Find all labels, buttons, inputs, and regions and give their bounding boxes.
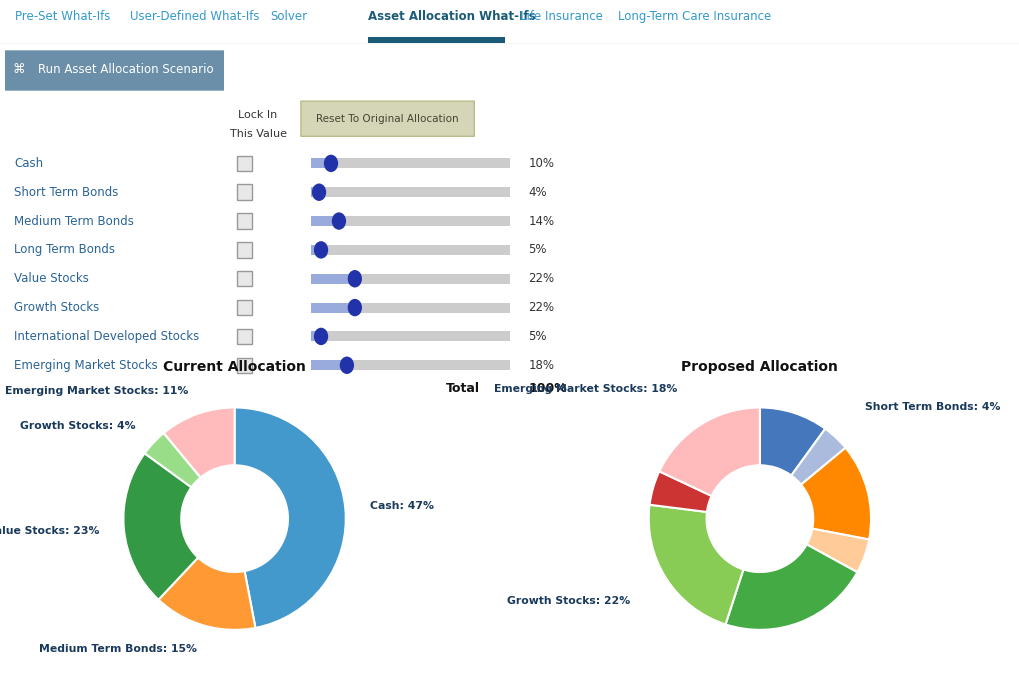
Text: 5%: 5% (528, 330, 546, 343)
Ellipse shape (347, 299, 362, 317)
Wedge shape (806, 529, 868, 572)
Wedge shape (145, 433, 201, 487)
Ellipse shape (324, 155, 338, 172)
Text: Short Term Bonds: 4%: Short Term Bonds: 4% (864, 402, 1000, 412)
Text: 22%: 22% (528, 273, 554, 285)
Bar (236, 357, 252, 373)
Text: Pre-Set What-Ifs: Pre-Set What-Ifs (15, 10, 110, 23)
Bar (311, 187, 319, 197)
Wedge shape (158, 557, 255, 630)
Text: 10%: 10% (528, 157, 553, 170)
Bar (311, 274, 355, 284)
Bar (236, 184, 252, 200)
Bar (311, 302, 355, 313)
Text: Run Asset Allocation Scenario: Run Asset Allocation Scenario (38, 63, 213, 76)
Text: 18%: 18% (528, 359, 553, 372)
Bar (311, 274, 510, 284)
Text: Medium Term Bonds: 15%: Medium Term Bonds: 15% (39, 644, 197, 654)
Title: Proposed Allocation: Proposed Allocation (681, 360, 838, 374)
Text: Asset Allocation What-Ifs: Asset Allocation What-Ifs (368, 10, 535, 23)
Text: Medium Term Bonds: Medium Term Bonds (14, 214, 135, 228)
Text: 5%: 5% (528, 243, 546, 256)
Ellipse shape (339, 357, 354, 374)
Title: Current Allocation: Current Allocation (163, 360, 306, 374)
Wedge shape (649, 471, 711, 512)
Bar (368, 37, 505, 43)
Wedge shape (123, 454, 198, 600)
Ellipse shape (347, 270, 362, 287)
Wedge shape (658, 407, 759, 496)
Text: Cash: Cash (14, 157, 44, 170)
Bar (311, 360, 510, 370)
Bar (311, 360, 346, 370)
Wedge shape (800, 447, 870, 540)
Text: Life Insurance: Life Insurance (520, 10, 602, 23)
Bar (311, 245, 321, 255)
Text: Solver: Solver (270, 10, 307, 23)
Text: This Value: This Value (229, 129, 286, 139)
Text: Long Term Bonds: Long Term Bonds (14, 243, 115, 256)
Text: ⌘: ⌘ (12, 63, 24, 76)
Wedge shape (759, 407, 824, 475)
Text: Growth Stocks: Growth Stocks (14, 301, 100, 314)
Bar (311, 216, 510, 226)
Ellipse shape (331, 212, 345, 230)
Text: Total: Total (445, 382, 479, 395)
FancyBboxPatch shape (0, 50, 228, 91)
Bar (236, 329, 252, 344)
Bar (311, 302, 510, 313)
Bar (311, 158, 510, 168)
Text: Value Stocks: Value Stocks (14, 273, 89, 285)
Text: International Developed Stocks: International Developed Stocks (14, 330, 200, 343)
Text: Value Stocks: 23%: Value Stocks: 23% (0, 526, 100, 536)
Text: Growth Stocks: 22%: Growth Stocks: 22% (506, 596, 630, 606)
Bar (311, 158, 330, 168)
Bar (311, 332, 321, 342)
Text: Emerging Market Stocks: 18%: Emerging Market Stocks: 18% (494, 384, 677, 394)
Bar (311, 245, 510, 255)
Text: Reset To Original Allocation: Reset To Original Allocation (316, 114, 459, 123)
Text: 100%: 100% (528, 382, 567, 395)
Bar (236, 300, 252, 315)
Bar (236, 156, 252, 171)
Text: 22%: 22% (528, 301, 554, 314)
Text: 14%: 14% (528, 214, 554, 228)
Bar (311, 216, 338, 226)
FancyBboxPatch shape (301, 101, 474, 136)
Wedge shape (164, 407, 234, 477)
Ellipse shape (312, 184, 326, 201)
Text: Lock In: Lock In (238, 110, 277, 119)
Bar (311, 332, 510, 342)
Wedge shape (234, 407, 345, 628)
Text: Emerging Market Stocks: 11%: Emerging Market Stocks: 11% (5, 386, 189, 396)
Wedge shape (725, 544, 857, 630)
Text: Emerging Market Stocks: Emerging Market Stocks (14, 359, 158, 372)
Ellipse shape (314, 241, 328, 258)
Text: Growth Stocks: 4%: Growth Stocks: 4% (20, 421, 136, 431)
Wedge shape (791, 428, 845, 485)
Bar (236, 214, 252, 228)
Bar (236, 271, 252, 287)
Wedge shape (648, 504, 743, 624)
Bar (311, 187, 510, 197)
Bar (236, 242, 252, 258)
Text: 4%: 4% (528, 186, 546, 199)
Text: Cash: 47%: Cash: 47% (369, 501, 433, 511)
Text: Short Term Bonds: Short Term Bonds (14, 186, 118, 199)
Text: Long-Term Care Insurance: Long-Term Care Insurance (618, 10, 770, 23)
Ellipse shape (314, 327, 328, 345)
Text: User-Defined What-Ifs: User-Defined What-Ifs (129, 10, 259, 23)
